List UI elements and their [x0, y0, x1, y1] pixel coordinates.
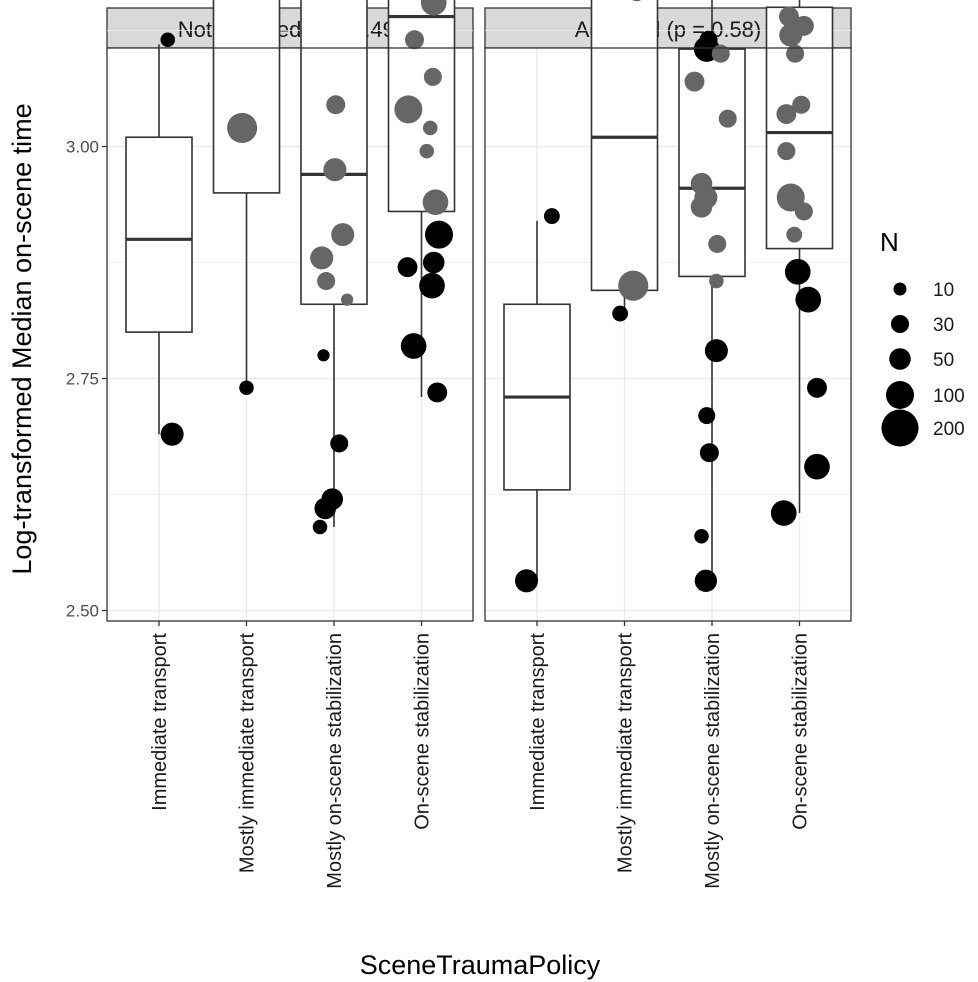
y-tick-label: 2.75 — [66, 370, 99, 389]
data-point — [317, 272, 336, 291]
x-tick-label: Immediate transport — [527, 633, 549, 811]
legend-label: 10 — [933, 280, 954, 301]
data-point — [317, 349, 330, 362]
data-point — [718, 109, 737, 128]
data-point — [310, 246, 334, 270]
data-point — [784, 258, 811, 285]
box-iqr — [212, 0, 281, 194]
panel-border — [106, 47, 474, 622]
data-point — [708, 234, 727, 253]
data-point — [694, 528, 709, 544]
data-point — [684, 71, 705, 92]
box-iqr — [125, 136, 193, 333]
legend-key — [889, 348, 911, 370]
data-point — [323, 158, 347, 182]
x-tick-label: Mostly immediate transport — [237, 633, 259, 874]
y-axis-title: Log-transformed Median on-scene time — [7, 103, 37, 574]
data-point — [422, 251, 445, 274]
data-point — [807, 377, 827, 398]
data-point — [795, 286, 822, 313]
y-tick-label: 2.50 — [66, 602, 99, 621]
legend-label: 200 — [933, 419, 965, 440]
data-point — [400, 333, 427, 359]
panel-1: Not adjusted (p = 0.49) Immediate transpo… — [106, 0, 474, 889]
data-point — [312, 519, 328, 535]
facet-strip-label: Not adjusted (p = 0.49) — [178, 17, 402, 42]
y-axis: 2.502.753.003.253.50 — [66, 138, 107, 621]
data-point — [543, 208, 560, 225]
legend-label: 100 — [933, 386, 965, 407]
panel-2: Adjusted (p = 0.58)Immediate transport Mo… — [484, 0, 852, 889]
data-point — [422, 120, 438, 136]
data-point — [786, 226, 803, 243]
data-point — [419, 143, 435, 159]
data-point — [331, 223, 355, 247]
data-point — [404, 30, 425, 50]
data-point — [709, 273, 724, 289]
x-tick-label: Mostly on-scene stabilization — [702, 633, 724, 889]
data-point — [794, 202, 813, 221]
data-point — [793, 15, 814, 36]
legend-key — [886, 381, 914, 409]
boxplot-2 — [590, 0, 659, 314]
boxplot-1 — [125, 44, 193, 435]
data-point — [341, 293, 354, 306]
data-point — [612, 305, 629, 322]
data-point — [160, 422, 184, 446]
x-tick-label: On-scene stabilization — [412, 633, 434, 830]
x-tick-label: Immediate transport — [149, 633, 171, 811]
data-point — [427, 382, 448, 403]
data-point — [514, 569, 539, 593]
data-point — [690, 196, 713, 218]
data-point — [770, 500, 797, 526]
legend-key — [893, 282, 907, 296]
legend-label: 30 — [933, 315, 954, 336]
data-point — [239, 380, 254, 396]
data-point — [419, 272, 445, 299]
data-point — [632, 0, 642, 2]
data-point — [160, 32, 176, 48]
data-point — [420, 0, 447, 16]
legend-label: 50 — [933, 350, 954, 371]
data-point — [423, 67, 442, 86]
data-point — [397, 257, 418, 278]
data-point — [425, 220, 453, 249]
data-point — [422, 189, 449, 216]
panel-border — [484, 47, 852, 622]
data-point — [618, 270, 649, 301]
data-point — [711, 44, 730, 63]
data-point — [326, 95, 346, 115]
data-point — [694, 569, 718, 592]
data-point — [792, 95, 811, 114]
data-point — [804, 453, 830, 480]
x-tick-label: Mostly on-scene stabilization — [324, 633, 346, 889]
data-point — [698, 407, 716, 425]
y-tick-label: 3.00 — [66, 138, 99, 157]
data-point — [704, 339, 728, 363]
legend: N 10 30 50 100 200 — [880, 227, 965, 447]
box-iqr — [590, 0, 659, 292]
boxplot-2 — [212, 0, 281, 388]
data-point — [394, 95, 423, 124]
data-point — [776, 183, 805, 212]
data-point — [777, 142, 796, 161]
x-tick-label: Mostly immediate transport — [615, 633, 637, 874]
data-point — [779, 6, 799, 27]
data-point — [699, 443, 719, 463]
data-point — [330, 434, 349, 453]
x-tick-label: On-scene stabilization — [790, 633, 812, 830]
data-point — [786, 44, 805, 63]
legend-key — [890, 314, 910, 334]
data-point — [314, 497, 337, 520]
x-axis-title: SceneTraumaPolicy — [360, 950, 601, 980]
data-point — [227, 112, 258, 143]
boxplot-1 — [503, 220, 571, 583]
data-point — [776, 104, 797, 124]
legend-title: N — [880, 227, 899, 257]
legend-key — [881, 409, 919, 447]
panels-layer: Not adjusted (p = 0.49) Immediate transpo… — [106, 0, 852, 889]
